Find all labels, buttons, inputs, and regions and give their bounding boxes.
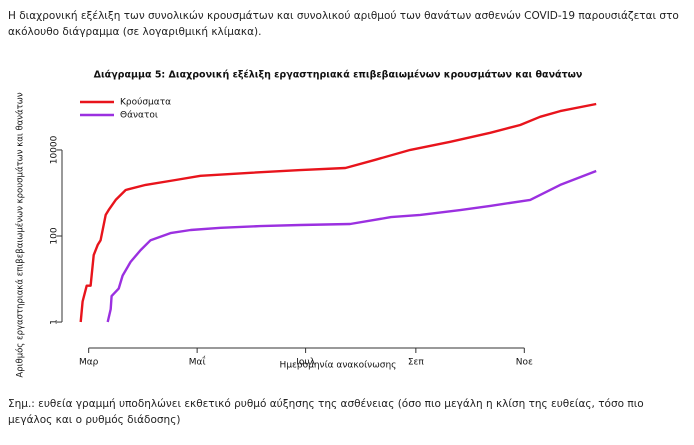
x-axis-label: Ημερομηνία ανακοίνωσης	[280, 361, 397, 371]
series-line	[106, 169, 597, 323]
series-line	[79, 102, 597, 323]
chart-title: Διάγραμμα 5: Διαχρονική εξέλιξη εργαστηρ…	[94, 70, 583, 81]
x-tick-label: Νοε	[516, 358, 533, 368]
legend-label: Θάνατοι	[120, 111, 158, 121]
y-tick-label: 10000	[50, 135, 60, 164]
x-tick-label: Ιουλ	[296, 358, 315, 368]
x-tick-label: Μαΐ	[189, 356, 206, 368]
intro-text: Η διαχρονική εξέλιξη των συνολικών κρουσ…	[8, 10, 679, 38]
note-text: Σημ.: ευθεία γραμμή υποδηλώνει εκθετικό …	[8, 398, 644, 426]
x-tick-label: Σεπ	[408, 358, 425, 368]
chart: Διάγραμμα 5: Διαχρονική εξέλιξη εργαστηρ…	[15, 70, 597, 378]
y-tick-label: 100	[50, 227, 60, 244]
y-tick-label: 1	[50, 319, 60, 325]
x-tick-label: Μαρ	[79, 358, 99, 368]
y-axis-label: Αριθμός εργαστηριακά επιβεβαιωμένων κρου…	[15, 92, 26, 377]
legend-label: Κρούσματα	[120, 97, 171, 108]
